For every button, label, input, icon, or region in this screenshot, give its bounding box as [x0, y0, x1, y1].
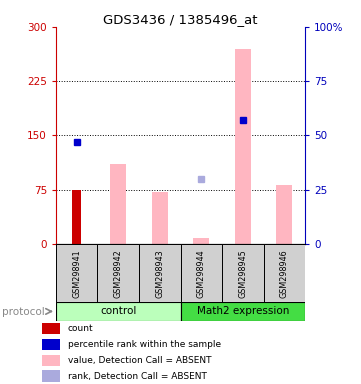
Bar — [235, 49, 251, 244]
Bar — [43, 339, 60, 350]
Title: GDS3436 / 1385496_at: GDS3436 / 1385496_at — [103, 13, 258, 26]
Bar — [180, 244, 222, 303]
Bar — [152, 192, 168, 244]
Bar — [56, 302, 180, 321]
Bar — [72, 190, 81, 244]
Text: GSM298941: GSM298941 — [72, 249, 81, 298]
Bar — [180, 302, 305, 321]
Bar — [43, 354, 60, 366]
Text: GSM298943: GSM298943 — [155, 249, 164, 298]
Text: GSM298942: GSM298942 — [114, 249, 123, 298]
Text: Math2 expression: Math2 expression — [197, 306, 289, 316]
Bar — [56, 244, 97, 303]
Text: protocol: protocol — [2, 307, 44, 317]
Bar — [193, 238, 209, 244]
Text: rank, Detection Call = ABSENT: rank, Detection Call = ABSENT — [68, 372, 207, 381]
Text: GSM298945: GSM298945 — [238, 249, 247, 298]
Bar — [277, 185, 292, 244]
Text: GSM298946: GSM298946 — [280, 249, 289, 298]
Bar — [264, 244, 305, 303]
Bar — [110, 164, 126, 244]
Bar — [222, 244, 264, 303]
Bar — [139, 244, 180, 303]
Text: GSM298944: GSM298944 — [197, 249, 206, 298]
Text: count: count — [68, 324, 93, 333]
Text: control: control — [100, 306, 136, 316]
Text: percentile rank within the sample: percentile rank within the sample — [68, 340, 221, 349]
Bar — [43, 371, 60, 382]
Bar — [43, 323, 60, 334]
Bar — [97, 244, 139, 303]
Text: value, Detection Call = ABSENT: value, Detection Call = ABSENT — [68, 356, 212, 365]
